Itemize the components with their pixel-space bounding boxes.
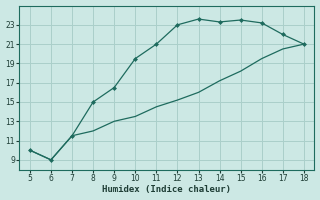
- X-axis label: Humidex (Indice chaleur): Humidex (Indice chaleur): [102, 185, 231, 194]
